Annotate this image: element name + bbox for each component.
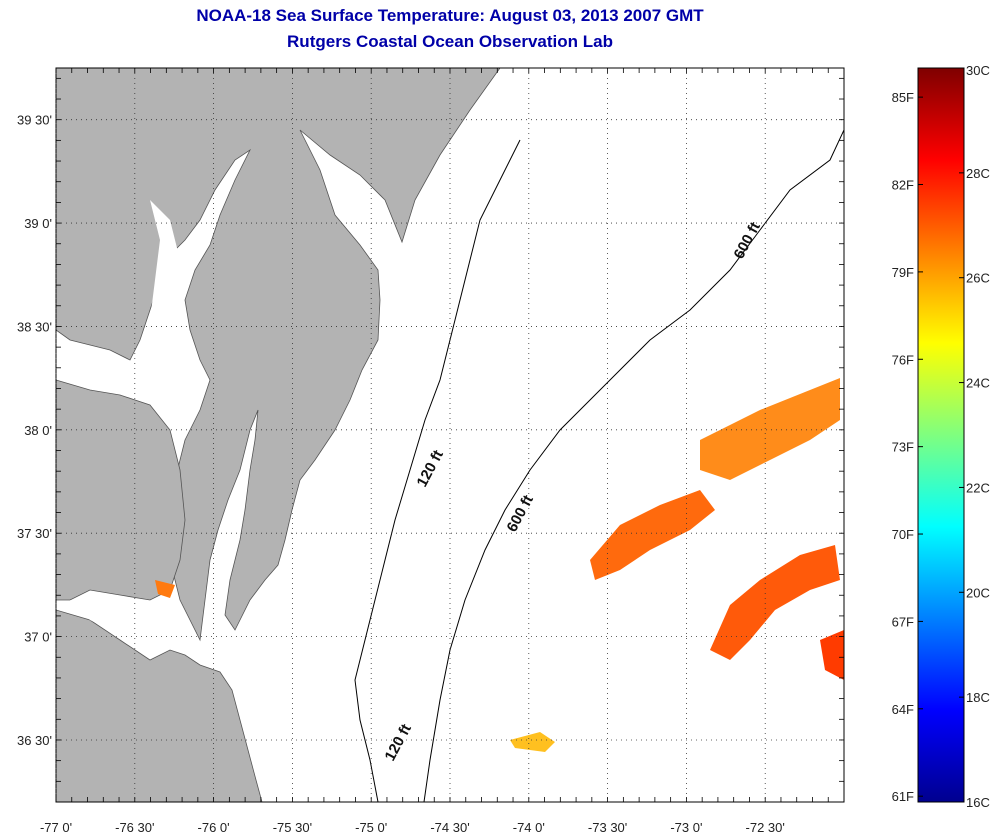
colorbar-label-c: 18C (966, 690, 990, 705)
lon-tick-label: -74 30' (430, 820, 469, 835)
colorbar (917, 67, 965, 803)
lat-tick-label: 37 30' (17, 526, 52, 541)
colorbar-label-c: 20C (966, 585, 990, 600)
land-delmarva (56, 68, 501, 642)
colorbar-label-c: 16C (966, 795, 990, 810)
colorbar-label-f: 82F (892, 178, 914, 193)
land-virginia (56, 379, 186, 601)
lon-tick-label: -77 0' (40, 820, 72, 835)
axis-ticks: -77 0' -76 30' -76 0' -75 30' -75 0' -74 30' -… (17, 68, 845, 835)
sst-patch (820, 630, 844, 680)
colorbar-labels: 30C 28C 26C 24C 22C 20C 18C 16C 85F 82F 79F 76F 73F 7… (892, 63, 990, 810)
lon-tick-label: -73 0' (670, 820, 702, 835)
lat-tick-label: 36 30' (17, 733, 52, 748)
lat-tick-label: 38 0' (24, 423, 52, 438)
colorbar-label-f: 76F (892, 352, 914, 367)
colorbar-label-f: 73F (892, 440, 914, 455)
sst-patch (700, 378, 840, 480)
colorbar-label-c: 30C (966, 63, 990, 78)
lon-tick-label: -72 30' (746, 820, 785, 835)
colorbar-label-c: 22C (966, 480, 990, 495)
lon-tick-label: -74 0' (513, 820, 545, 835)
map-title: NOAA-18 Sea Surface Temperature: August … (196, 6, 704, 25)
lon-tick-label: -75 0' (355, 820, 387, 835)
lat-tick-label: 37 0' (24, 630, 52, 645)
land-south (56, 609, 263, 802)
colorbar-label-f: 64F (892, 702, 914, 717)
lat-tick-label: 39 30' (17, 113, 52, 128)
sst-patch (155, 580, 175, 598)
colorbar-label-c: 26C (966, 271, 990, 286)
sst-patch (590, 490, 715, 580)
sst-patch (510, 732, 555, 752)
map-subtitle: Rutgers Coastal Ocean Observation Lab (287, 32, 613, 51)
lon-tick-label: -73 30' (588, 820, 627, 835)
colorbar-label-f: 70F (892, 527, 914, 542)
sst-patch (710, 545, 840, 660)
contour-120ft (354, 139, 521, 802)
lon-tick-label: -76 30' (115, 820, 154, 835)
river (70, 600, 160, 650)
colorbar-label-c: 28C (966, 166, 990, 181)
colorbar-label-c: 24C (966, 376, 990, 391)
colorbar-label-f: 85F (892, 90, 914, 105)
colorbar-label-f: 79F (892, 265, 914, 280)
lon-tick-label: -75 30' (273, 820, 312, 835)
colorbar-label-f: 61F (892, 789, 914, 804)
colorbar-label-f: 67F (892, 614, 914, 629)
lat-tick-label: 38 30' (17, 319, 52, 334)
lon-tick-label: -76 0' (198, 820, 230, 835)
lat-tick-label: 39 0' (24, 216, 52, 231)
chesapeake-bay (140, 200, 180, 360)
